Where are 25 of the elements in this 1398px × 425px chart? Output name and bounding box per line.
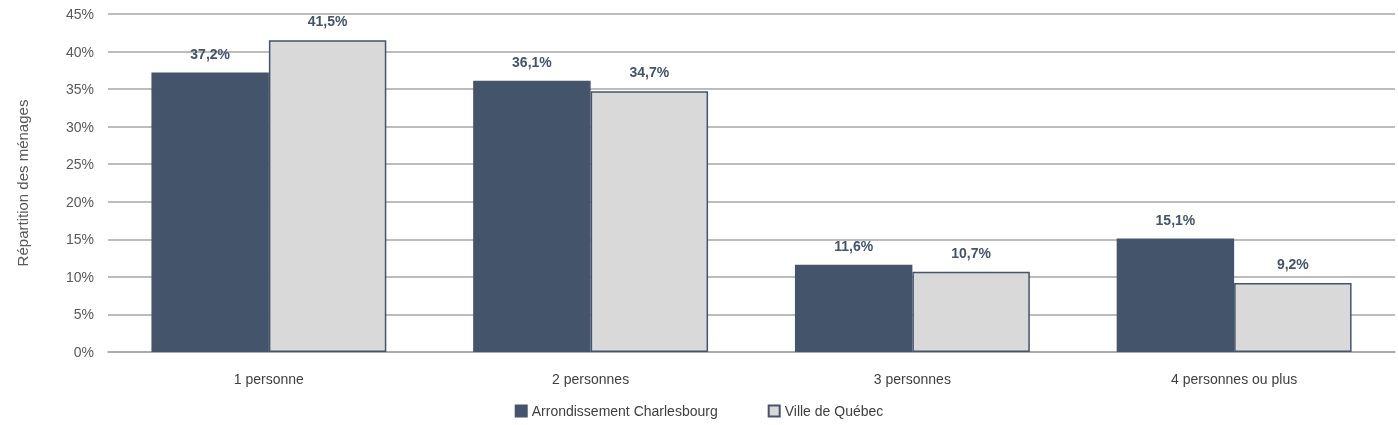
data-label: 34,7% [629, 64, 670, 81]
x-tick-label: 2 personnes [552, 371, 630, 387]
y-tick-label: 0% [73, 344, 94, 360]
y-tick-label: 45% [65, 6, 94, 22]
data-label: 15,1% [1155, 211, 1196, 228]
y-tick-label: 40% [65, 43, 94, 60]
legend-label: Ville de Québec [784, 403, 884, 419]
x-tick-label: 1 personne [233, 371, 305, 387]
y-tick-label: 35% [65, 81, 94, 98]
y-tick-label: 30% [65, 118, 94, 135]
y-tick-label: 20% [65, 193, 94, 210]
data-label: 41,5% [307, 13, 348, 30]
legend-label: Arrondissement Charlesbourg [531, 403, 718, 419]
data-label: 37,2% [190, 45, 231, 62]
data-label: 9,2% [1276, 255, 1310, 272]
data-label: 36,1% [512, 53, 553, 70]
data-label: 11,6% [834, 237, 874, 254]
y-tick-label: 15% [65, 231, 94, 248]
x-tick-label: 3 personnes [873, 371, 951, 387]
y-tick-label: 5% [73, 306, 94, 323]
y-tick-label: 10% [65, 268, 94, 285]
y-axis-title: Répartition des ménages [14, 99, 31, 267]
data-label: 10,7% [951, 244, 992, 261]
y-tick-label: 25% [65, 156, 94, 173]
x-tick-label: 4 personnes ou plus [1171, 371, 1298, 387]
